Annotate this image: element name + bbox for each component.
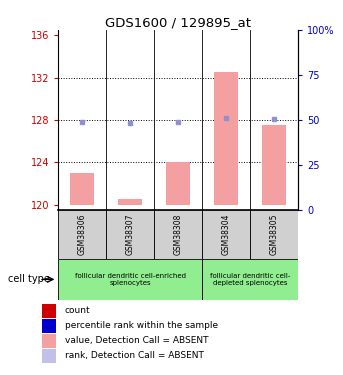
Bar [42,334,56,348]
Text: GSM38306: GSM38306 [78,214,87,255]
Bar [202,259,298,300]
Bar [70,173,94,205]
Text: value, Detection Call = ABSENT: value, Detection Call = ABSENT [65,336,209,345]
Bar [154,210,202,259]
Text: GSM38308: GSM38308 [174,214,183,255]
Text: GSM38305: GSM38305 [270,214,279,255]
Bar [42,350,56,363]
Bar [58,259,202,300]
Bar [202,210,250,259]
Bar [58,210,106,259]
Text: count: count [65,306,91,315]
Text: cell type: cell type [8,274,50,284]
Bar [250,210,298,259]
Bar [262,125,286,205]
Text: follicular dendritic cell-
depleted splenocytes: follicular dendritic cell- depleted sple… [210,273,291,286]
Bar [214,72,238,205]
Text: GSM38304: GSM38304 [222,214,231,255]
Bar [42,304,56,318]
Text: follicular dendritic cell-enriched
splenocytes: follicular dendritic cell-enriched splen… [75,273,186,286]
Bar [42,320,56,333]
Bar [106,210,154,259]
Text: percentile rank within the sample: percentile rank within the sample [65,321,218,330]
Text: rank, Detection Call = ABSENT: rank, Detection Call = ABSENT [65,351,204,360]
Bar [166,162,190,205]
Text: GSM38307: GSM38307 [126,214,135,255]
Bar [118,200,142,205]
Title: GDS1600 / 129895_at: GDS1600 / 129895_at [105,16,251,29]
